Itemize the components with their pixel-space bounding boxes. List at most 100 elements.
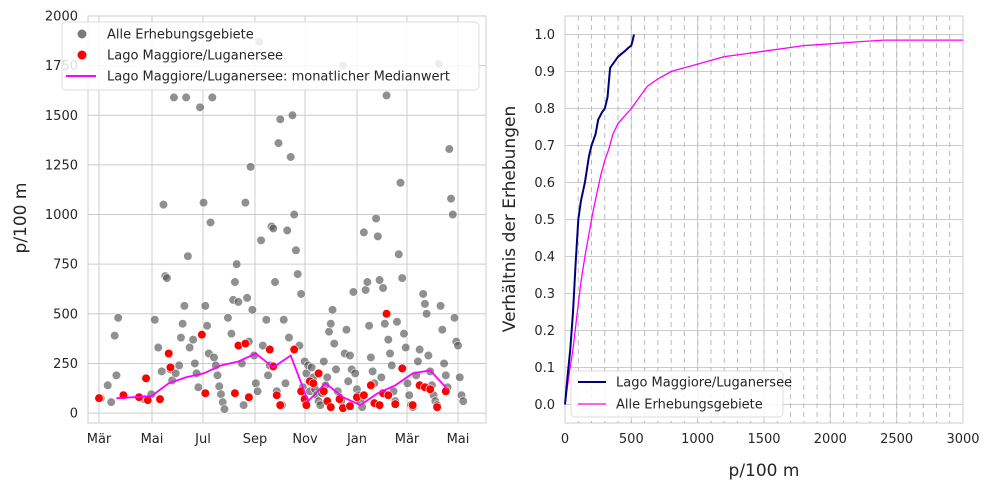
point-alle	[174, 360, 184, 371]
right-x-tick-label: 500	[619, 432, 644, 447]
point-lago	[313, 368, 324, 378]
point-alle	[420, 299, 430, 309]
point-alle	[289, 209, 299, 220]
point-alle	[207, 92, 217, 102]
point-alle	[216, 389, 226, 399]
left-y-tick-label: 1500	[45, 109, 78, 124]
point-lago	[319, 386, 329, 396]
point-lago	[381, 309, 392, 319]
point-lago	[326, 402, 336, 412]
point-alle	[113, 313, 123, 323]
right-x-tick-label: 1000	[681, 432, 714, 447]
point-alle	[291, 245, 301, 255]
left-x-tick-label: Sep	[243, 432, 268, 447]
point-alle	[214, 381, 224, 391]
point-alle	[401, 342, 411, 353]
point-alle	[453, 340, 463, 351]
point-alle	[296, 289, 306, 299]
point-alle	[361, 285, 371, 295]
point-alle	[205, 217, 216, 228]
right-y-tick-label: 0.3	[534, 287, 555, 302]
left-y-tick-label: 1250	[45, 158, 78, 173]
legend-label-lago-cdf: Lago Maggiore/Luganersee	[616, 376, 792, 391]
left-x-tick-label: Mär	[87, 432, 112, 447]
point-alle	[176, 333, 186, 343]
point-alle	[397, 273, 407, 283]
point-alle	[280, 378, 291, 388]
point-alle	[423, 350, 433, 361]
point-alle	[378, 283, 388, 293]
point-alle	[268, 223, 278, 234]
left-chart: Mär Mai Jul Sep Nov Jan Mär Mai 0 250 500 750 1000 1…	[11, 10, 487, 447]
point-alle	[202, 321, 212, 331]
point-alle	[324, 327, 334, 337]
right-x-tick-label: 3000	[946, 432, 979, 447]
point-alle	[327, 305, 338, 315]
right-y-tick-label: 0.0	[534, 398, 555, 413]
left-y-tick-label: 750	[53, 258, 78, 273]
legend-label-alle-cdf: Alle Erhebungsgebiete	[616, 398, 763, 413]
legend-label-median: Lago Maggiore/Luganersee: monatlicher Me…	[107, 70, 450, 85]
right-y-tick-label: 0.5	[534, 213, 555, 228]
point-alle	[446, 194, 456, 204]
point-alle	[179, 301, 189, 311]
point-alle	[181, 92, 191, 102]
point-lago	[425, 384, 435, 394]
point-lago	[432, 402, 442, 412]
left-y-axis-label: p/100 m	[11, 183, 31, 254]
point-alle	[162, 273, 172, 283]
point-alle	[110, 331, 120, 341]
point-alle	[103, 380, 113, 390]
point-lago	[197, 330, 207, 340]
point-alle	[178, 319, 188, 329]
point-alle	[444, 144, 454, 154]
point-alle	[404, 390, 414, 400]
point-alle	[435, 301, 446, 311]
point-alle	[212, 370, 223, 380]
right-line-lago	[564, 34, 635, 405]
point-lago	[272, 390, 282, 400]
point-alle	[106, 397, 116, 407]
point-alle	[153, 342, 163, 353]
point-alle	[275, 114, 285, 124]
legend-label-all: Alle Erhebungsgebiete	[107, 28, 254, 43]
point-alle	[239, 400, 249, 410]
point-lago	[275, 400, 285, 410]
right-y-tick-label: 0.6	[534, 176, 555, 191]
left-x-tick-labels: Mär Mai Jul Sep Nov Jan Mär Mai	[87, 432, 470, 447]
right-y-tick-label: 0.7	[534, 139, 555, 154]
point-alle	[287, 110, 298, 120]
left-x-tick-label: Jan	[346, 432, 367, 447]
point-alle	[258, 340, 268, 351]
point-lago	[301, 400, 311, 410]
point-alle	[395, 178, 406, 188]
point-alle	[282, 225, 292, 236]
point-alle	[200, 301, 210, 311]
right-x-tick-labels: 0 500 1000 1500 2000 2500 3000	[561, 432, 980, 447]
point-alle	[362, 277, 372, 287]
point-alle	[326, 319, 336, 329]
right-chart: 0 500 1000 1500 2000 2500 3000 0.0 0.1 0.2 0.3 0.4…	[500, 15, 980, 481]
right-legend-box	[570, 370, 784, 418]
point-alle	[263, 370, 273, 380]
point-lago	[397, 363, 407, 374]
left-x-tick-label: Mai	[141, 432, 164, 447]
point-alle	[188, 335, 198, 345]
point-lago	[240, 338, 250, 349]
right-y-tick-label: 0.1	[534, 361, 555, 376]
point-alle	[232, 259, 242, 269]
point-alle	[374, 275, 385, 285]
point-alle	[331, 364, 341, 374]
point-alle	[394, 249, 404, 259]
right-y-tick-label: 1.0	[534, 28, 555, 43]
right-x-tick-label: 1500	[747, 432, 780, 447]
point-alle	[209, 352, 219, 363]
left-y-tick-label: 500	[53, 307, 78, 322]
point-alle	[158, 200, 169, 210]
left-legend: Alle Erhebungsgebiete Lago Maggiore/Luga…	[61, 21, 480, 91]
point-alle	[169, 92, 179, 102]
point-alle	[286, 152, 296, 162]
point-alle	[242, 293, 252, 303]
left-y-tick-label: 1000	[45, 208, 78, 223]
